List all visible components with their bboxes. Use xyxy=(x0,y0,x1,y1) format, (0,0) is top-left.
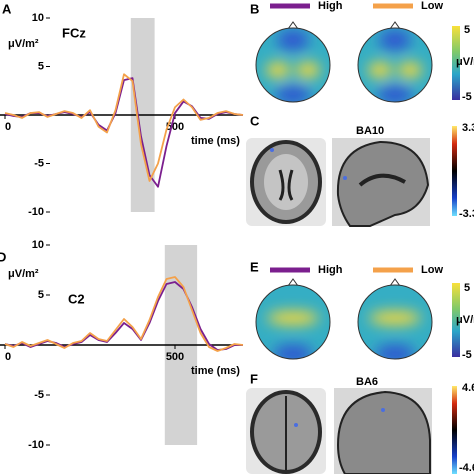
colorbar-tick: -5 xyxy=(462,349,472,361)
colorbar-unit: μV/m² xyxy=(456,314,474,326)
colorbar xyxy=(452,26,460,100)
brain-sagittal xyxy=(334,388,432,474)
panel-label: A xyxy=(2,1,12,16)
x-tick-label: 0 xyxy=(5,351,11,363)
colorbar-tick: 4.6 xyxy=(462,382,474,394)
legend-label: High xyxy=(318,0,343,12)
panel-label: E xyxy=(250,259,259,274)
panel-label: F xyxy=(250,371,258,386)
colorbar-tick: 5 xyxy=(464,24,470,36)
x-tick-label: 0 xyxy=(5,121,11,133)
brain-axial xyxy=(246,138,326,226)
x-axis-label: time (ms) xyxy=(191,135,240,147)
topomap xyxy=(357,21,433,103)
series-line xyxy=(4,276,244,352)
colorbar xyxy=(452,283,460,357)
y-tick-label: -10 xyxy=(28,206,44,218)
topomap xyxy=(255,21,331,103)
colorbar xyxy=(452,126,457,216)
series-line xyxy=(4,73,244,182)
colorbar-tick: -4.6 xyxy=(459,462,474,474)
region-label: BA6 xyxy=(356,376,378,388)
panel-label: C xyxy=(250,113,260,128)
legend-label: High xyxy=(318,264,343,276)
panel-label: B xyxy=(250,1,259,16)
colorbar-tick: 3.3 xyxy=(462,122,474,134)
legend-label: Low xyxy=(421,0,443,12)
y-tick-label: 10 xyxy=(32,239,44,251)
chart-title: C2 xyxy=(68,291,85,306)
y-tick-label: -10 xyxy=(28,439,44,451)
y-tick-label: 5 xyxy=(38,60,44,72)
series-line xyxy=(4,281,243,351)
topomap xyxy=(357,278,433,360)
y-axis-label: μV/m² xyxy=(8,38,39,50)
series-line xyxy=(4,77,244,188)
colorbar-tick: -3.3 xyxy=(459,208,474,220)
legend-label: Low xyxy=(421,264,443,276)
y-tick-label: -5 xyxy=(34,157,44,169)
y-tick-label: 10 xyxy=(32,12,44,24)
y-axis-label: μV/m² xyxy=(8,268,39,280)
x-axis-label: time (ms) xyxy=(191,365,240,377)
colorbar-unit: μV/m² xyxy=(456,56,474,68)
x-tick-label: 500 xyxy=(166,351,184,363)
topomap xyxy=(255,278,331,360)
y-tick-label: -5 xyxy=(34,389,44,401)
y-tick-label: 5 xyxy=(38,289,44,301)
panel-label: D xyxy=(0,249,6,264)
colorbar-tick: -5 xyxy=(462,91,472,103)
colorbar xyxy=(452,386,457,474)
brain-axial xyxy=(246,388,326,474)
colorbar-tick: 5 xyxy=(464,282,470,294)
brain-sagittal xyxy=(332,138,430,227)
region-label: BA10 xyxy=(356,125,384,137)
chart-title: FCz xyxy=(62,25,86,40)
